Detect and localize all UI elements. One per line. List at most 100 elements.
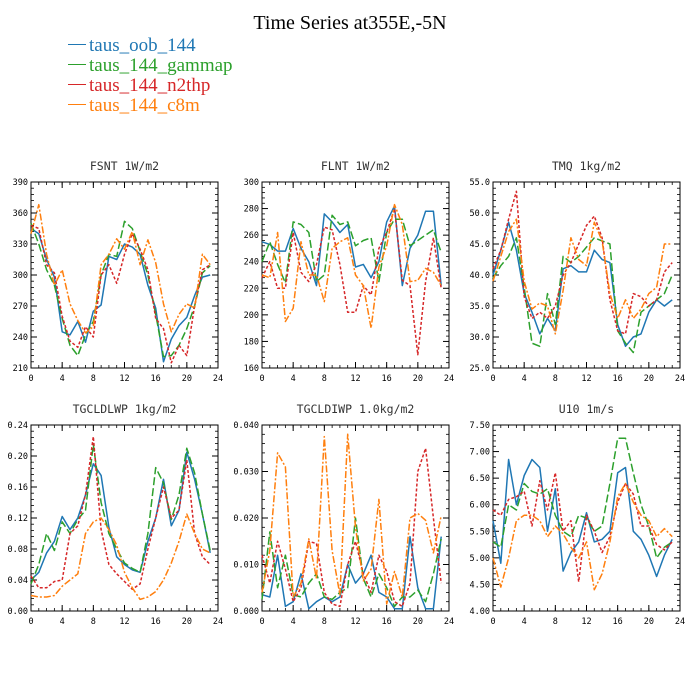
x-tick-label: 4 <box>60 374 65 384</box>
series-line-taus_144_gammap <box>492 437 673 559</box>
x-tick-label: 0 <box>259 617 264 627</box>
x-tick-label: 4 <box>522 374 527 384</box>
x-tick-label: 12 <box>119 617 129 627</box>
y-tick-label: 45.0 <box>470 240 490 250</box>
x-tick-label: 16 <box>151 617 161 627</box>
y-tick-label: 300 <box>244 178 259 188</box>
x-tick-label: 20 <box>182 374 192 384</box>
y-tick-label: 0.030 <box>233 468 259 478</box>
x-tick-label: 24 <box>213 374 223 384</box>
y-tick-label: 6.00 <box>470 501 490 511</box>
y-tick-label: 50.0 <box>470 209 490 219</box>
y-tick-label: 0.040 <box>233 421 259 431</box>
y-tick-label: 0.020 <box>233 514 259 524</box>
y-tick-label: 0.00 <box>8 607 28 617</box>
series-line-taus_144_c8m <box>30 513 211 601</box>
y-tick-label: 240 <box>13 333 28 343</box>
y-tick-label: 25.0 <box>470 364 490 374</box>
legend: taus_oob_144 taus_144_gammap taus_144_n2… <box>68 36 233 116</box>
x-tick-label: 4 <box>60 617 65 627</box>
series-line-taus_144_gammap <box>492 237 673 354</box>
y-tick-label: 390 <box>13 178 28 188</box>
chart-panel-4: TGCLDIWP 1.0kg/m2 0 4 8 12 16 20 24 0.000 0.010 0.… <box>233 402 454 627</box>
x-tick-label: 12 <box>581 374 591 384</box>
series-line-taus_144_gammap <box>30 443 211 585</box>
y-tick-label: 160 <box>244 364 259 374</box>
x-tick-label: 8 <box>91 374 96 384</box>
legend-item-n2thp: taus_144_n2thp <box>68 76 233 96</box>
y-tick-label: 200 <box>244 311 259 321</box>
y-tick-label: 260 <box>244 231 259 241</box>
chart-title: TGCLDLWP 1kg/m2 <box>73 402 177 416</box>
y-tick-label: 6.50 <box>470 474 490 484</box>
series-line-taus_oob_144 <box>492 458 673 578</box>
legend-swatch-c8m <box>68 104 86 106</box>
y-tick-label: 4.50 <box>470 580 490 590</box>
legend-label-n2thp: taus_144_n2thp <box>89 75 211 96</box>
series-line-taus_oob_144 <box>261 535 442 610</box>
y-tick-label: 55.0 <box>470 178 490 188</box>
x-tick-label: 24 <box>213 617 223 627</box>
x-tick-label: 20 <box>644 374 654 384</box>
series-line-taus_144_c8m <box>30 203 211 334</box>
x-tick-label: 8 <box>553 617 558 627</box>
chart-panel-3: TGCLDLWP 1kg/m2 0 4 8 12 16 20 24 0.00 0.04 0.08 0.… <box>8 402 224 627</box>
legend-item-c8m: taus_144_c8m <box>68 96 233 116</box>
x-tick-label: 12 <box>350 374 360 384</box>
y-tick-label: 35.0 <box>470 302 490 312</box>
x-tick-label: 20 <box>644 617 654 627</box>
x-tick-label: 4 <box>291 617 296 627</box>
y-tick-label: 0.24 <box>8 421 28 431</box>
legend-swatch-oob <box>68 44 86 46</box>
series-line-taus_oob_144 <box>261 205 442 287</box>
y-tick-label: 5.50 <box>470 527 490 537</box>
chart-panel-0: FSNT 1W/m2 0 4 8 12 16 20 24 210 240 270 300 330 360 3… <box>13 159 223 384</box>
series-line-taus_144_gammap <box>261 214 442 284</box>
x-tick-label: 4 <box>522 617 527 627</box>
x-tick-label: 8 <box>553 374 558 384</box>
y-tick-label: 300 <box>13 271 28 281</box>
y-tick-label: 0.04 <box>8 576 28 586</box>
x-tick-label: 12 <box>350 617 360 627</box>
y-tick-label: 0.12 <box>8 514 28 524</box>
y-tick-label: 0.000 <box>233 607 259 617</box>
chart-title: FLNT 1W/m2 <box>321 159 390 173</box>
legend-item-oob: taus_oob_144 <box>68 36 233 56</box>
x-tick-label: 24 <box>675 617 685 627</box>
plot-frame <box>30 424 219 612</box>
legend-swatch-n2thp <box>68 84 86 86</box>
x-tick-label: 16 <box>613 617 623 627</box>
x-tick-label: 8 <box>91 617 96 627</box>
y-tick-label: 330 <box>13 240 28 250</box>
y-tick-label: 220 <box>244 284 259 294</box>
x-tick-label: 24 <box>444 617 454 627</box>
y-tick-label: 7.00 <box>470 448 490 458</box>
y-tick-label: 0.010 <box>233 561 259 571</box>
chart-title: FSNT 1W/m2 <box>90 159 159 173</box>
x-tick-label: 24 <box>444 374 454 384</box>
chart-panel-2: TMQ 1kg/m2 0 4 8 12 16 20 24 25.0 30.0 35.0 40.0 45.… <box>470 159 686 384</box>
y-tick-label: 5.00 <box>470 554 490 564</box>
y-tick-label: 30.0 <box>470 333 490 343</box>
y-tick-label: 40.0 <box>470 271 490 281</box>
chart-title: U10 1m/s <box>559 402 614 416</box>
series-line-taus_144_c8m <box>492 218 673 335</box>
x-tick-label: 0 <box>28 374 33 384</box>
x-tick-label: 4 <box>291 374 296 384</box>
series-line-taus_144_gammap <box>30 220 211 358</box>
legend-label-gammap: taus_144_gammap <box>89 55 233 76</box>
series-line-taus_144_c8m <box>261 433 442 605</box>
series-line-taus_144_n2thp <box>30 435 211 591</box>
x-tick-label: 0 <box>490 374 495 384</box>
x-tick-label: 12 <box>581 617 591 627</box>
x-tick-label: 0 <box>259 374 264 384</box>
chart-title: TMQ 1kg/m2 <box>552 159 621 173</box>
y-tick-label: 0.16 <box>8 483 28 493</box>
page-title: Time Series at355E,-5N <box>253 12 447 34</box>
x-tick-label: 8 <box>322 374 327 384</box>
y-tick-label: 270 <box>13 302 28 312</box>
chart-title: TGCLDIWP 1.0kg/m2 <box>297 402 415 416</box>
y-tick-label: 0.08 <box>8 545 28 555</box>
x-tick-label: 16 <box>382 617 392 627</box>
y-tick-label: 360 <box>13 209 28 219</box>
